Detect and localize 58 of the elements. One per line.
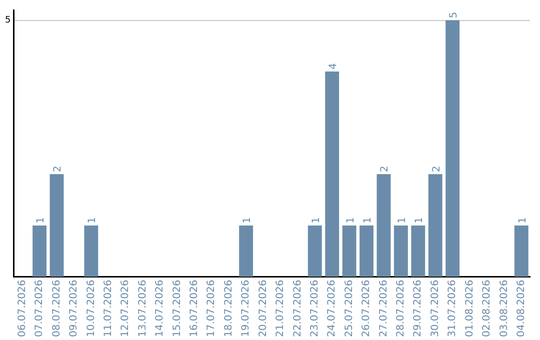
data-label: 1 xyxy=(517,217,528,224)
x-tick-label: 26.07.2026 xyxy=(361,280,372,338)
bar xyxy=(308,225,322,277)
x-tick-label: 24.07.2026 xyxy=(326,280,338,338)
bar xyxy=(514,225,528,277)
x-tick-label: 09.07.2026 xyxy=(68,280,80,338)
data-label: 2 xyxy=(52,166,64,172)
x-tick-label: 03.08.2026 xyxy=(498,280,510,338)
data-label: 2 xyxy=(431,166,442,172)
x-tick-label: 16.07.2026 xyxy=(189,280,200,338)
bar xyxy=(32,225,47,277)
data-label: 1 xyxy=(87,217,98,224)
bar xyxy=(411,225,426,277)
x-tick-label: 13.07.2026 xyxy=(137,280,148,338)
x-tick-label: 01.08.2026 xyxy=(464,280,476,338)
bar xyxy=(342,225,356,277)
x-tick-label: 15.07.2026 xyxy=(172,280,183,338)
data-label: 1 xyxy=(242,217,254,224)
x-tick-label: 14.07.2026 xyxy=(154,280,166,338)
x-tick-label: 17.07.2026 xyxy=(206,280,218,338)
data-label: 1 xyxy=(396,217,408,224)
bar xyxy=(360,225,374,277)
bar xyxy=(428,174,442,277)
data-label: 1 xyxy=(36,217,47,224)
x-tick-label: 28.07.2026 xyxy=(396,280,407,338)
x-tick-label: 10.07.2026 xyxy=(86,280,97,338)
x-tick-label: 11.07.2026 xyxy=(102,280,114,338)
x-tick-label: 22.07.2026 xyxy=(292,280,304,338)
x-tick-label: 25.07.2026 xyxy=(344,280,355,338)
bar xyxy=(84,225,98,277)
bar xyxy=(446,20,460,277)
x-tick-label: 31.07.2026 xyxy=(447,280,458,338)
x-tick-label: 08.07.2026 xyxy=(51,280,62,338)
data-label: 2 xyxy=(380,166,391,172)
x-tick-label: 19.07.2026 xyxy=(240,280,252,338)
x-tick-label: 02.08.2026 xyxy=(482,280,493,338)
x-tick-label: 07.07.2026 xyxy=(34,280,46,338)
x-tick-label: 29.07.2026 xyxy=(412,280,424,338)
bar xyxy=(50,174,64,277)
data-label: 1 xyxy=(414,217,426,224)
x-tick-label: 20.07.2026 xyxy=(258,280,269,338)
data-label: 5 xyxy=(448,12,460,18)
x-tick-label: 21.07.2026 xyxy=(275,280,286,338)
x-tick-label: 04.08.2026 xyxy=(516,280,527,338)
data-label: 1 xyxy=(345,217,356,224)
bar xyxy=(394,225,408,277)
data-label: 4 xyxy=(328,63,340,70)
bar xyxy=(325,72,340,277)
data-label: 1 xyxy=(310,217,322,224)
x-tick-label: 27.07.2026 xyxy=(378,280,390,338)
bar xyxy=(239,225,254,277)
x-tick-label: 06.07.2026 xyxy=(16,280,28,338)
x-tick-label: 30.07.2026 xyxy=(430,280,441,338)
x-tick-label: 18.07.2026 xyxy=(223,280,234,338)
x-tick-label: 12.07.2026 xyxy=(120,280,132,338)
data-label: 1 xyxy=(362,217,374,224)
bar xyxy=(376,174,391,277)
x-tick-label: 23.07.2026 xyxy=(309,280,320,338)
